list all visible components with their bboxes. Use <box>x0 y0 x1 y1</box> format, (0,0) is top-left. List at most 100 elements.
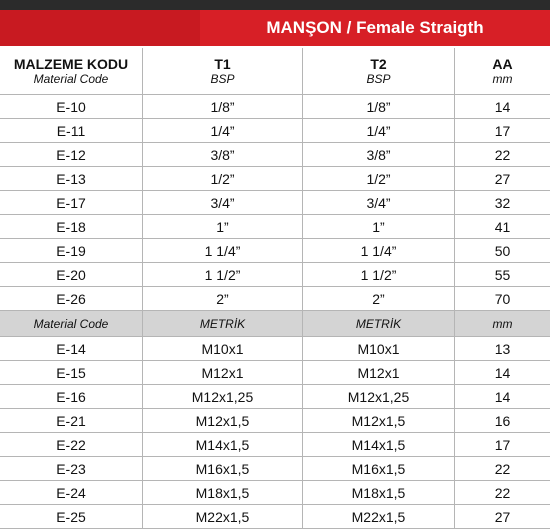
table: MALZEME KODU Material Code T1 BSP T2 BSP AA mm E… <box>0 48 550 529</box>
table-cell: 55 <box>494 266 511 283</box>
table-cell: 32 <box>494 194 511 211</box>
table-row: E-15 M12x1 M12x1 14 <box>0 361 550 385</box>
table-cell: 1/4” <box>143 119 303 142</box>
table-cell: E-12 <box>0 143 143 166</box>
table-cell: E-13 <box>0 167 143 190</box>
header-cell: T1 BSP <box>143 48 303 94</box>
table-row: E-24 M18x1,5 M18x1,5 22 <box>0 481 550 505</box>
table-cell: E-21 <box>0 409 143 432</box>
table-cell: 14 <box>494 98 511 115</box>
table-cell: 3/4” <box>143 191 303 214</box>
table-cell: 1” <box>143 215 303 238</box>
column-label: MALZEME KODU <box>13 56 129 72</box>
table-cell: E-16 <box>0 385 143 408</box>
table-cell: 3/8” <box>143 143 303 166</box>
table-cell: 27 <box>494 170 511 187</box>
column-label: T2 <box>370 56 387 72</box>
table-cell: 1 1/2” <box>143 263 303 286</box>
table-cell: M10x1 <box>303 337 455 360</box>
title-band-left <box>0 10 200 46</box>
table-cell: 27 <box>494 508 511 525</box>
table-cell: E-23 <box>0 457 143 480</box>
table-cell: E-25 <box>0 505 143 528</box>
table-cell: E-22 <box>0 433 143 456</box>
table-cell: M12x1,5 <box>303 409 455 432</box>
table-cell: M18x1,5 <box>303 481 455 504</box>
table-row: E-13 1/2” 1/2” 27 <box>0 167 550 191</box>
table-cell: 3/8” <box>303 143 455 166</box>
table-row: E-26 2” 2” 70 <box>0 287 550 311</box>
subheader-cell: METRİK <box>303 311 455 336</box>
top-bar <box>0 0 550 10</box>
table-row: E-22 M14x1,5 M14x1,5 17 <box>0 433 550 457</box>
table-cell: 1 1/4” <box>143 239 303 262</box>
table-cell: M12x1,25 <box>143 385 303 408</box>
table-cell: 2” <box>143 287 303 310</box>
subheader-cell: METRİK <box>143 311 303 336</box>
table-cell: 1 1/4” <box>303 239 455 262</box>
table-cell: E-26 <box>0 287 143 310</box>
table-cell: 16 <box>494 412 511 429</box>
table-cell: 22 <box>494 460 511 477</box>
table-cell: M10x1 <box>143 337 303 360</box>
table-cell: M16x1,5 <box>303 457 455 480</box>
table-cell: E-10 <box>0 95 143 118</box>
table-cell: M12x1,5 <box>143 409 303 432</box>
table-row: E-17 3/4” 3/4” 32 <box>0 191 550 215</box>
table-cell: E-24 <box>0 481 143 504</box>
table-cell: 1/4” <box>303 119 455 142</box>
table-cell: 1/8” <box>303 95 455 118</box>
table-cell: M16x1,5 <box>143 457 303 480</box>
table-cell: 14 <box>494 388 511 405</box>
table-cell: M22x1,5 <box>143 505 303 528</box>
column-unit: mm <box>492 72 513 86</box>
table-cell: E-18 <box>0 215 143 238</box>
table-row: E-16 M12x1,25 M12x1,25 14 <box>0 385 550 409</box>
table-cell: E-14 <box>0 337 143 360</box>
table-cell: 13 <box>494 340 511 357</box>
table-cell: E-11 <box>0 119 143 142</box>
table-row: E-12 3/8” 3/8” 22 <box>0 143 550 167</box>
table-row: E-10 1/8” 1/8” 14 <box>0 95 550 119</box>
subheader-cell: Material Code <box>0 311 143 336</box>
table-cell: M18x1,5 <box>143 481 303 504</box>
table-cell: 70 <box>494 290 511 307</box>
table-cell: M12x1 <box>143 361 303 384</box>
column-label: T1 <box>214 56 231 72</box>
table-cell: E-19 <box>0 239 143 262</box>
table-cell: 17 <box>494 122 511 139</box>
header-cell: T2 BSP <box>303 48 455 94</box>
table-cell: M22x1,5 <box>303 505 455 528</box>
table-cell: 1/2” <box>303 167 455 190</box>
table-row: E-21 M12x1,5 M12x1,5 16 <box>0 409 550 433</box>
table-cell: 14 <box>494 364 511 381</box>
table-cell: E-17 <box>0 191 143 214</box>
column-unit: BSP <box>366 72 391 86</box>
table-cell: 22 <box>494 146 511 163</box>
table-cell: 41 <box>494 218 511 235</box>
subheader-cell: mm <box>492 316 513 331</box>
table-row: E-19 1 1/4” 1 1/4” 50 <box>0 239 550 263</box>
table-cell: M12x1,25 <box>303 385 455 408</box>
header-cell: MALZEME KODU Material Code <box>0 48 143 94</box>
table-cell: 1/2” <box>143 167 303 190</box>
table-cell: 1” <box>303 215 455 238</box>
table-row: E-18 1” 1” 41 <box>0 215 550 239</box>
table-cell: 1/8” <box>143 95 303 118</box>
header-row: MALZEME KODU Material Code T1 BSP T2 BSP AA mm <box>0 48 550 95</box>
table-row: E-25 M22x1,5 M22x1,5 27 <box>0 505 550 529</box>
table-cell: 17 <box>494 436 511 453</box>
subheader-row: Material Code METRİK METRİK mm <box>0 311 550 337</box>
column-unit: BSP <box>210 72 235 86</box>
table-cell: 1 1/2” <box>303 263 455 286</box>
table-title: MANŞON / Female Straigth <box>266 18 484 37</box>
table-cell: M14x1,5 <box>303 433 455 456</box>
table-cell: M12x1 <box>303 361 455 384</box>
table-cell: 3/4” <box>303 191 455 214</box>
column-unit: Material Code <box>33 72 109 86</box>
table-cell: 50 <box>494 242 511 259</box>
table-cell: 2” <box>303 287 455 310</box>
table-cell: M14x1,5 <box>143 433 303 456</box>
table-cell: E-20 <box>0 263 143 286</box>
